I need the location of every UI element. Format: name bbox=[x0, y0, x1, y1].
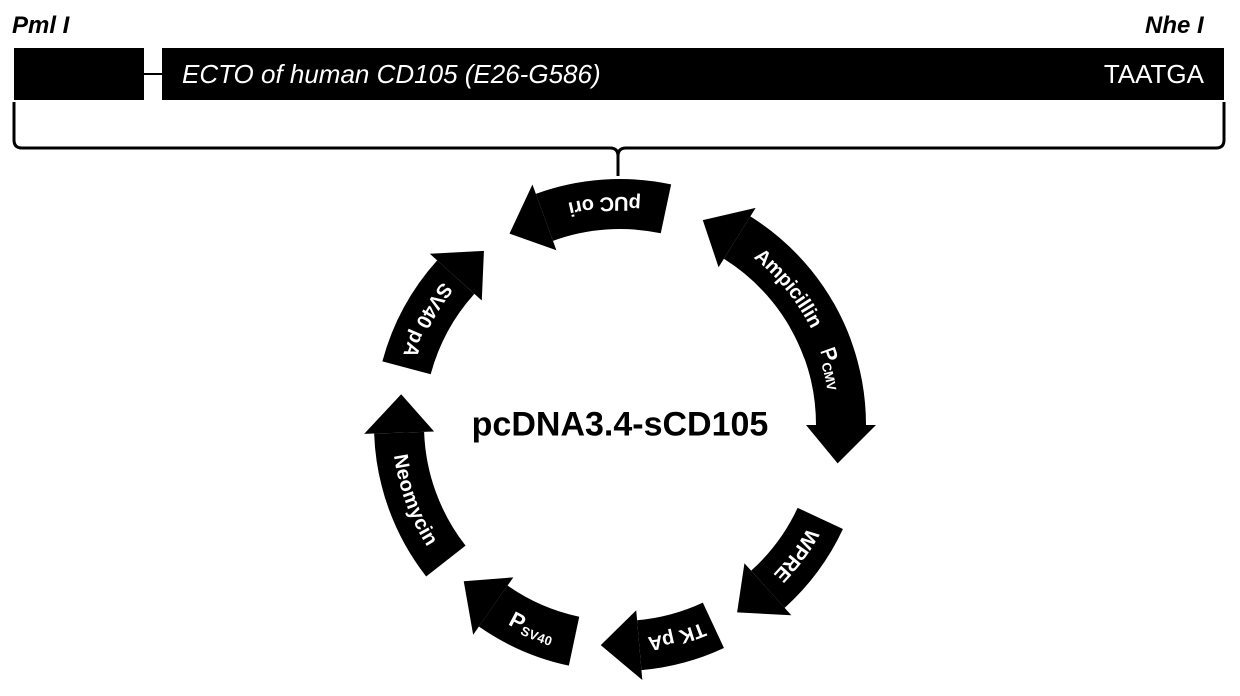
segment-Neomycin: Neomycin bbox=[364, 394, 465, 576]
segment-WPRE: WPRE bbox=[737, 508, 843, 615]
segment-Ampicillin: Ampicillin bbox=[703, 208, 851, 358]
diagram-root: Pml I Nhe I ECTO of human CD105 (E26-G58… bbox=[0, 0, 1240, 696]
segment-SV40pA: SV40 pA bbox=[382, 251, 484, 374]
segment-PSV40: PSV40 bbox=[464, 577, 580, 665]
segment-pUCori: pUC ori bbox=[510, 179, 672, 250]
plasmid-name: pcDNA3.4-sCD105 bbox=[472, 406, 769, 445]
segment-TKpA: TK pA bbox=[601, 603, 724, 680]
plasmid-map: PCMVWPRETK pAPSV40NeomycinSV40 pApUC ori… bbox=[0, 0, 1240, 696]
